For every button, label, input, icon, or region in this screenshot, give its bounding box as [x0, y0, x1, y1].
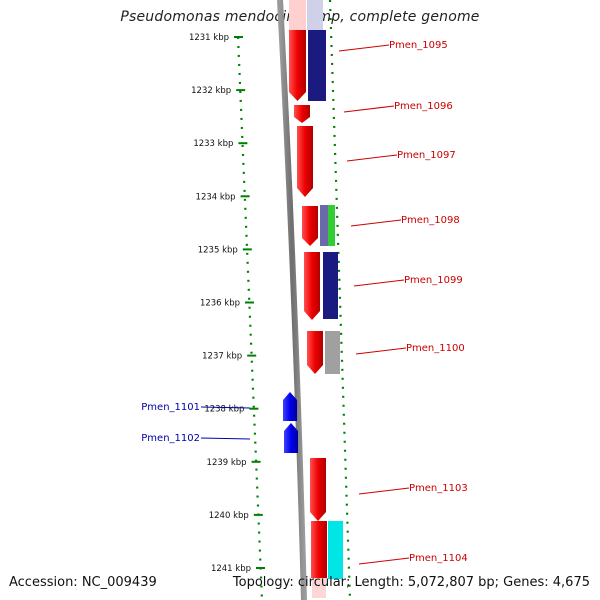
gene-label[interactable]: Pmen_1104 — [409, 553, 468, 564]
gene-arrow-1097 — [297, 126, 313, 197]
gene-arrow-1098 — [302, 206, 318, 246]
label-leader — [353, 279, 405, 287]
partial-gene-top — [289, 0, 306, 30]
gene-arrow-1104 — [311, 521, 327, 578]
ruler-label: 1234 kbp — [196, 192, 236, 202]
strand-guides — [236, 0, 352, 600]
ruler-label: 1236 kbp — [200, 299, 240, 309]
ruler-label: 1235 kbp — [198, 245, 238, 255]
topology-text: Topology: circular; Length: 5,072,807 bp… — [232, 575, 590, 590]
label-leader — [343, 105, 395, 113]
cog-bars — [308, 30, 343, 579]
guide-line-1 — [236, 36, 264, 600]
ruler-label: 1233 kbp — [193, 139, 233, 149]
gene-arrow-1096 — [294, 105, 310, 123]
guide-line-2 — [328, 0, 352, 600]
gene-arrow-1095 — [289, 30, 306, 101]
gene-arrow-1100 — [307, 331, 323, 374]
gene-arrows — [283, 30, 327, 578]
label-leader — [358, 557, 410, 565]
label-leader — [350, 219, 402, 227]
position-ruler: 1231 kbp 1232 kbp 1233 kbp 1234 kbp 1235 kbp… — [189, 33, 265, 574]
label-leader — [200, 437, 251, 440]
gene-label[interactable]: Pmen_1098 — [401, 215, 460, 226]
gene-arrow-1101 — [283, 392, 297, 421]
gene-arrow-1103 — [310, 458, 326, 521]
ruler-label: 1238 kbp — [204, 405, 244, 415]
label-leader — [358, 487, 410, 495]
ruler-label: 1241 kbp — [211, 564, 251, 574]
genome-backbone — [277, 0, 307, 600]
label-leader — [200, 406, 251, 409]
cog-bar-1104 — [328, 521, 343, 579]
gene-label[interactable]: Pmen_1100 — [406, 343, 465, 354]
ruler-label: 1237 kbp — [202, 352, 242, 362]
label-leader — [338, 44, 390, 52]
ruler-label: 1239 kbp — [207, 458, 247, 468]
cog-bar-1099 — [323, 252, 338, 319]
ruler-label: 1232 kbp — [191, 86, 231, 96]
gene-label[interactable]: Pmen_1097 — [397, 150, 456, 161]
gene-label[interactable]: Pmen_1103 — [409, 483, 468, 494]
gene-labels: Pmen_1095 Pmen_1096 Pmen_1097 Pmen_1098 Pmen… — [141, 40, 468, 565]
ruler-label: 1231 kbp — [189, 33, 229, 43]
cog-bar-1095 — [308, 30, 326, 101]
gene-label[interactable]: Pmen_1101 — [141, 402, 200, 413]
gene-arrow-1102 — [284, 423, 298, 453]
ruler-label: 1240 kbp — [209, 511, 249, 521]
accession-text: Accession: NC_009439 — [9, 575, 157, 590]
label-leader — [346, 154, 398, 162]
gene-label[interactable]: Pmen_1096 — [394, 101, 453, 112]
gene-label[interactable]: Pmen_1095 — [389, 40, 448, 51]
gene-label[interactable]: Pmen_1102 — [141, 433, 200, 444]
gene-label[interactable]: Pmen_1099 — [404, 275, 463, 286]
partial-cog-top — [307, 0, 323, 30]
partial-gene-bottom — [312, 578, 326, 598]
label-leader — [355, 347, 407, 355]
cog-bar-1098-green — [328, 205, 335, 246]
cog-bar-1098-navy — [320, 205, 328, 246]
cog-bar-1100 — [325, 331, 340, 374]
gene-arrow-1099 — [304, 252, 320, 320]
